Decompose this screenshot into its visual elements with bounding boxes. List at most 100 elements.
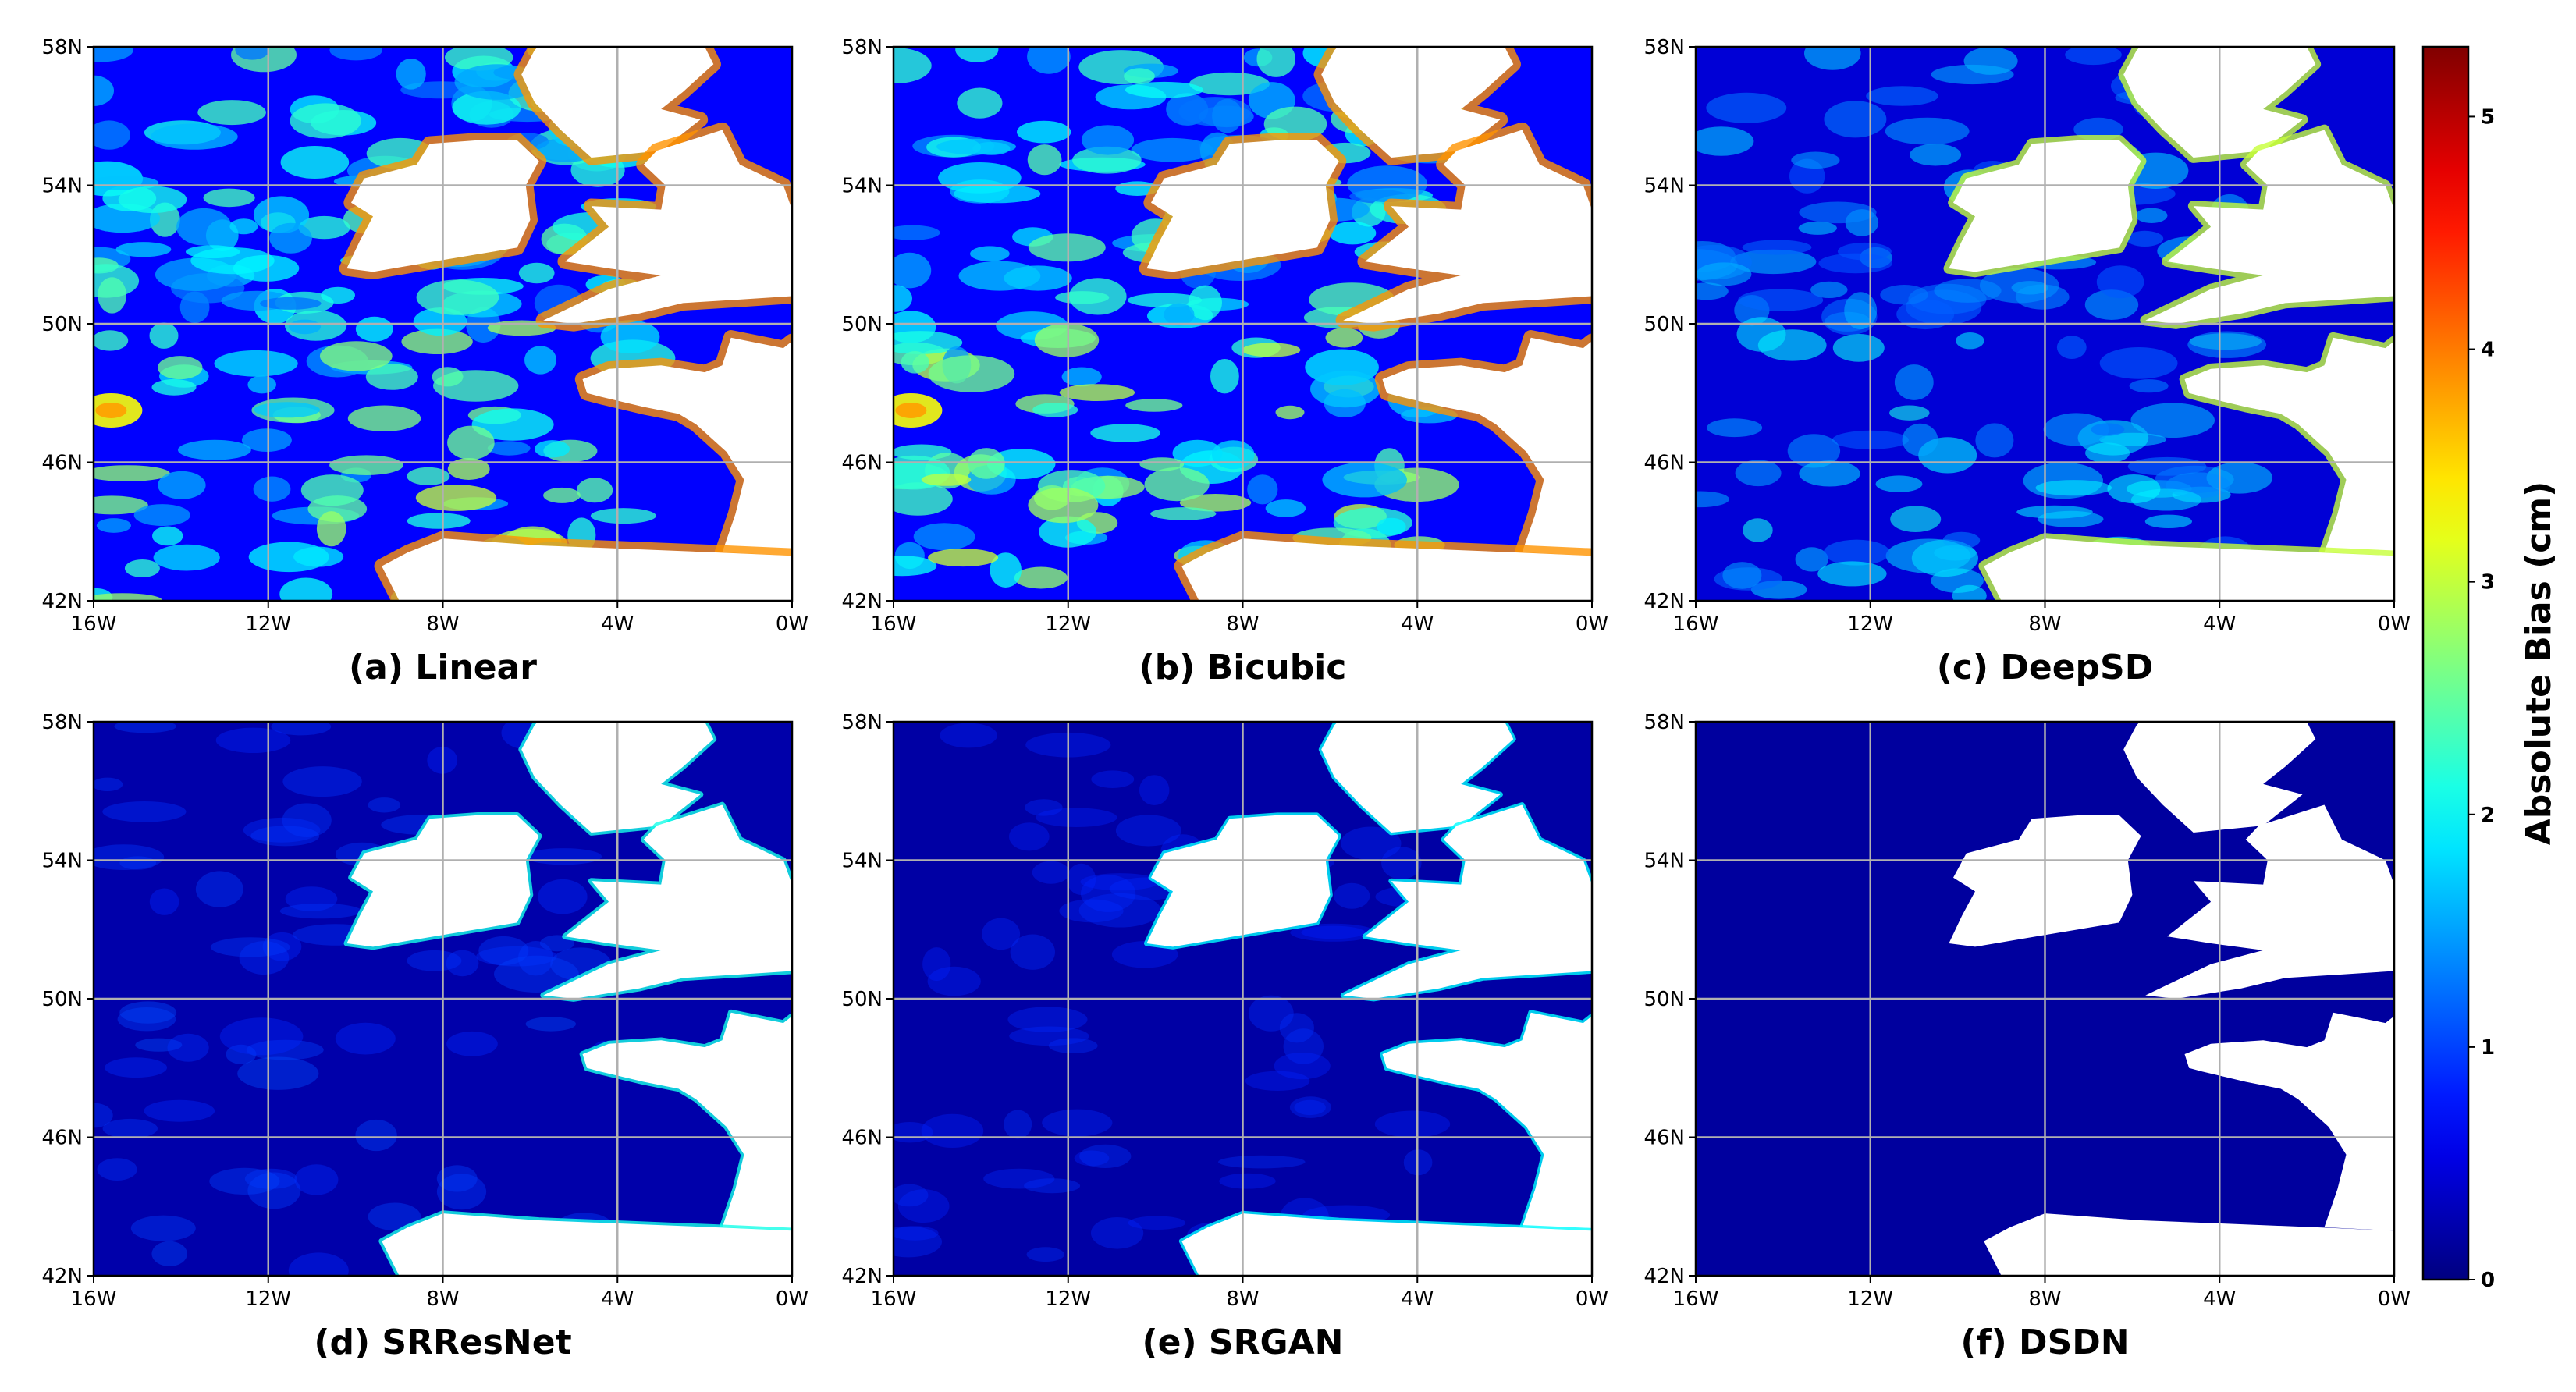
y-tick-label: 54N xyxy=(41,850,83,873)
bias-blob xyxy=(1289,1096,1331,1118)
bias-blob xyxy=(149,322,179,349)
bias-blob xyxy=(1738,289,1824,311)
x-tick-label: 0W xyxy=(776,1287,808,1311)
x-tick-label: 12W xyxy=(1847,613,1893,636)
bias-blob xyxy=(590,508,656,524)
x-tick-label: 12W xyxy=(1045,1287,1091,1311)
grid xyxy=(894,722,1592,1276)
bias-blob xyxy=(1294,1099,1326,1116)
bias-blob xyxy=(1804,47,1861,70)
bias-blob xyxy=(927,966,981,996)
bias-blob xyxy=(1799,460,1860,487)
bias-blob xyxy=(1211,440,1255,470)
panel-caption: (b) Bicubic xyxy=(1139,648,1347,687)
bias-blob xyxy=(243,817,321,843)
bias-blob xyxy=(215,727,291,753)
bias-blob xyxy=(153,544,220,571)
bias-blob xyxy=(133,504,190,527)
x-tick-label: 4W xyxy=(601,1287,634,1311)
bias-blob xyxy=(247,1172,301,1209)
bias-blob xyxy=(1067,863,1096,896)
bias-blob xyxy=(2043,413,2109,446)
bias-blob xyxy=(940,723,997,748)
bias-blob xyxy=(1042,1109,1113,1137)
colorbar-gradient xyxy=(2421,45,2470,1281)
bias-blob xyxy=(1027,144,1062,176)
bias-blob xyxy=(407,513,471,529)
x-tick-label: 0W xyxy=(1576,613,1608,636)
y-tick-label: 46N xyxy=(1643,452,1685,475)
bias-blob xyxy=(151,123,238,150)
land-england xyxy=(543,130,792,324)
bias-blob xyxy=(1798,221,1837,235)
bias-blob xyxy=(970,246,1010,261)
bias-blob xyxy=(1696,262,1752,286)
bias-blob xyxy=(117,1007,176,1032)
bias-blob xyxy=(518,941,553,976)
bias-blob xyxy=(167,1033,209,1062)
bias-blob xyxy=(1124,68,1155,84)
x-tick-label: 0W xyxy=(1576,1287,1608,1311)
bias-blob xyxy=(1081,125,1135,155)
bias-blob xyxy=(471,408,554,441)
bias-blob xyxy=(355,1119,397,1152)
bias-blob xyxy=(1079,1144,1132,1168)
bias-blob xyxy=(1952,584,1987,601)
bias-blob xyxy=(2035,480,2112,496)
y-tick-label: 42N xyxy=(1643,590,1685,613)
bias-blob xyxy=(1880,285,1928,305)
bias-blob xyxy=(2099,347,2178,379)
bias-blob xyxy=(436,1174,487,1210)
bias-blob xyxy=(1172,439,1223,467)
bias-blob xyxy=(365,364,418,390)
hotspot-core xyxy=(895,402,927,418)
x-tick-label: 8W xyxy=(2028,1287,2061,1311)
land-brittany xyxy=(1382,337,1592,556)
bias-blob xyxy=(1027,47,1071,74)
y-tick-label: 42N xyxy=(841,1265,883,1288)
bias-blob xyxy=(1791,151,1840,169)
bias-blob xyxy=(901,351,929,374)
bias-blob xyxy=(209,1167,280,1195)
land-iberia xyxy=(382,538,792,601)
panel-e: 16W 12W 8W 4W 0W 58N 54N 50N 46N 42N (e) SRGAN xyxy=(841,711,1608,1362)
bias-blob xyxy=(1036,808,1117,827)
bias-blob xyxy=(543,487,581,503)
y-tick-label: 58N xyxy=(41,711,83,734)
colorbar-tick-label: 4 xyxy=(2481,339,2495,362)
bias-blob xyxy=(1210,359,1239,394)
bias-blob xyxy=(1341,826,1402,861)
bias-blob xyxy=(1934,545,1977,561)
y-tick-label: 58N xyxy=(841,36,883,59)
x-tick-label: 0W xyxy=(776,613,808,636)
bias-blob xyxy=(936,138,1016,155)
bias-blob xyxy=(968,448,1005,479)
bias-blob xyxy=(1026,1247,1064,1262)
y-tick-label: 50N xyxy=(1643,313,1685,336)
bias-blob xyxy=(1164,303,1195,326)
bias-blob xyxy=(1017,120,1071,144)
bias-blob xyxy=(577,478,613,503)
y-tick-label: 50N xyxy=(41,313,83,336)
bias-blob xyxy=(1128,1216,1186,1230)
bias-blob xyxy=(1139,775,1170,805)
land-iberia xyxy=(1984,1213,2394,1276)
bias-blob xyxy=(96,518,131,533)
bias-blob xyxy=(1707,418,1763,438)
x-tick-label: 12W xyxy=(245,613,291,636)
bias-blob xyxy=(1090,424,1161,442)
colorbar-label: Absolute Bias (cm) xyxy=(2519,481,2559,846)
bias-blob xyxy=(1242,343,1301,357)
bias-blob xyxy=(94,777,123,791)
bias-blob xyxy=(94,593,162,601)
bias-blob xyxy=(1115,815,1181,847)
colorbar-tick-label: 5 xyxy=(2481,105,2495,129)
bias-blob xyxy=(239,941,290,975)
bias-blob xyxy=(983,1168,1055,1189)
bias-blob xyxy=(94,120,130,150)
bias-blob xyxy=(114,722,176,733)
y-tick-label: 42N xyxy=(41,590,83,613)
bias-blob xyxy=(282,766,362,797)
coastal-bias xyxy=(1340,802,1592,1002)
colorbar-tick-label: 1 xyxy=(2481,1036,2495,1060)
